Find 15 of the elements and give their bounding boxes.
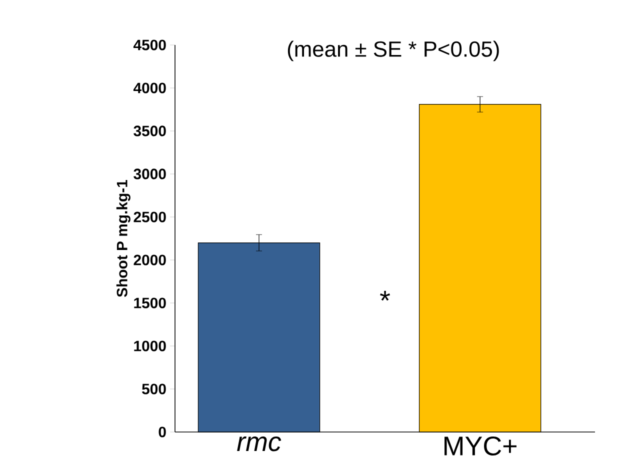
annotation: *: [380, 290, 390, 301]
y-tick-label: 500: [142, 384, 166, 394]
x-tick-label: MYC+: [444, 436, 516, 456]
y-tick-label: 3500: [134, 126, 166, 136]
y-tick-label: 3000: [134, 168, 166, 180]
annotation: (mean ± SE * P<0.05): [288, 40, 499, 62]
y-tick-label: 0: [158, 426, 166, 438]
y-axis-title: Shoot P mg.kg-1: [116, 180, 130, 297]
y-tick-label: 1500: [134, 298, 166, 308]
x-tick-label: rmc: [237, 436, 282, 452]
y-tick-label: 1000: [134, 340, 166, 352]
y-tick-label: 4500: [133, 40, 166, 50]
y-tick-label: 2000: [134, 254, 166, 266]
y-tick-label: 4000: [133, 82, 166, 94]
y-tick-label: 2500: [134, 212, 166, 222]
